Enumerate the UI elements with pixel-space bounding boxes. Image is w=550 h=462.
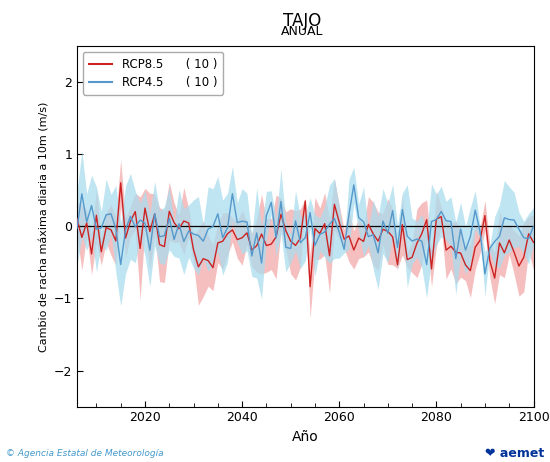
- Y-axis label: Cambio de racha máxima diaria a 10m (m/s): Cambio de racha máxima diaria a 10m (m/s…: [40, 101, 49, 352]
- Text: © Agencia Estatal de Meteorología: © Agencia Estatal de Meteorología: [6, 450, 163, 458]
- Text: TAJO: TAJO: [283, 12, 322, 30]
- X-axis label: Año: Año: [292, 430, 318, 444]
- Text: ANUAL: ANUAL: [281, 25, 324, 38]
- Legend: RCP8.5      ( 10 ), RCP4.5      ( 10 ): RCP8.5 ( 10 ), RCP4.5 ( 10 ): [83, 52, 223, 95]
- Text: ❤ aemet: ❤ aemet: [485, 447, 544, 460]
